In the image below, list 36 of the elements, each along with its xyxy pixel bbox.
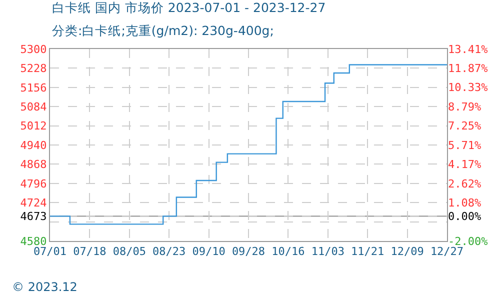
- y2-tick-label: 2.62%: [448, 177, 482, 190]
- y-tick-label: 4673: [20, 210, 47, 224]
- x-tick-label: 12/27: [430, 245, 464, 258]
- y-tick-label: 5156: [20, 81, 47, 94]
- x-tick-label: 11/03: [311, 245, 344, 258]
- y2-tick-label: 8.79%: [448, 100, 482, 114]
- y2-tick-label: 10.33%: [448, 81, 488, 94]
- y-tick-label: 4724: [20, 196, 48, 210]
- x-tick-label: 12/09: [390, 245, 424, 258]
- y-tick-label: 5300: [20, 42, 47, 56]
- chart-subtitle: 分类:白卡纸;克重(g/m2): 230g-400g;: [52, 23, 274, 38]
- y2-tick-label: 13.41%: [448, 42, 488, 56]
- y-tick-label: 5084: [20, 100, 48, 114]
- y-tick-label: 4940: [20, 138, 47, 152]
- x-tick-label: 09/28: [232, 245, 266, 258]
- y2-tick-label: -2.00%: [448, 234, 488, 248]
- text: © 2023.12: [12, 280, 78, 294]
- x-tick-label: 08/23: [152, 245, 186, 258]
- x-tick-label: 10/16: [272, 245, 305, 258]
- y2-tick-label: 11.87%: [448, 62, 488, 76]
- x-tick-label: 07/01: [33, 245, 67, 258]
- y2-tick-label: 5.71%: [448, 138, 482, 152]
- y2-tick-label: 1.08%: [448, 196, 482, 210]
- y2-tick-label: 7.25%: [448, 120, 482, 133]
- y2-tick-label: 0.00%: [448, 210, 482, 223]
- y-tick-label: 5012: [20, 120, 47, 133]
- chart-title: 白卡纸 国内 市场价 2023-07-01 - 2023-12-27: [52, 0, 326, 15]
- y-tick-label: 4796: [20, 177, 47, 190]
- x-tick-label: 07/18: [73, 245, 106, 258]
- y-tick-label: 4868: [20, 158, 47, 172]
- x-tick-label: 11/21: [351, 245, 384, 258]
- y-tick-label: 4580: [20, 234, 47, 248]
- x-tick-label: 08/05: [112, 245, 146, 258]
- y-tick-label: 5228: [20, 62, 47, 76]
- y2-tick-label: 4.17%: [448, 158, 482, 171]
- x-tick-label: 09/10: [192, 245, 226, 258]
